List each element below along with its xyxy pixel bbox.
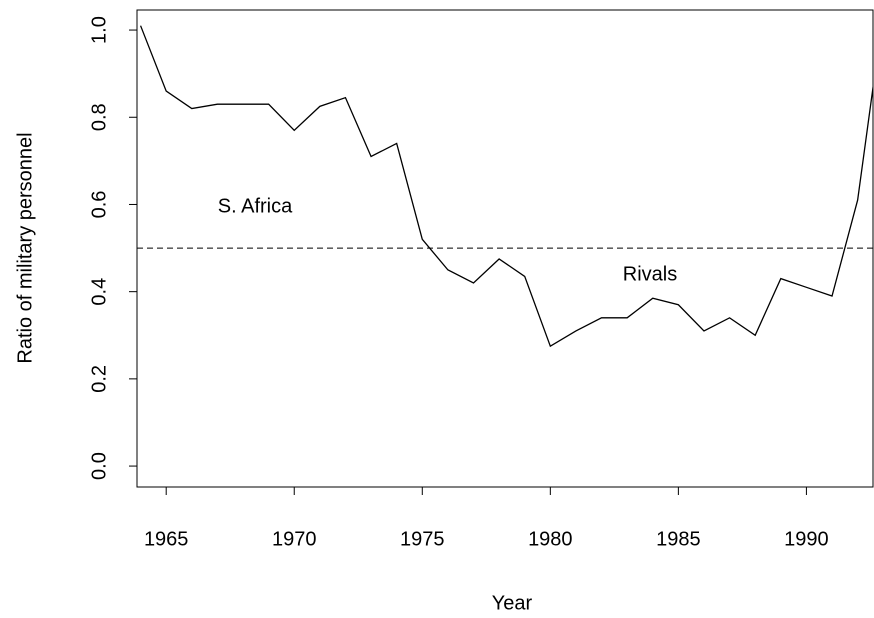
y-tick-label: 0.2 xyxy=(88,365,110,393)
y-tick-label: 0.8 xyxy=(88,103,110,131)
y-tick-label: 1.0 xyxy=(88,16,110,44)
y-tick-label: 0.4 xyxy=(88,278,110,306)
x-tick-label: 1990 xyxy=(784,528,829,550)
x-tick-label: 1975 xyxy=(400,528,445,550)
plot-area xyxy=(137,25,873,348)
data-line xyxy=(139,25,873,348)
x-axis-label: Year xyxy=(492,592,533,614)
y-tick-label: 0.6 xyxy=(88,191,110,219)
annotation: Rivals xyxy=(623,263,677,285)
x-tick-label: 1980 xyxy=(528,528,573,550)
y-tick-label: 0.0 xyxy=(88,452,110,480)
annotation: S. Africa xyxy=(218,195,293,217)
y-axis-label: Ratio of military personnel xyxy=(14,132,36,363)
x-tick-label: 1970 xyxy=(272,528,317,550)
x-tick-label: 1985 xyxy=(656,528,701,550)
x-tick-label: 1965 xyxy=(144,528,189,550)
